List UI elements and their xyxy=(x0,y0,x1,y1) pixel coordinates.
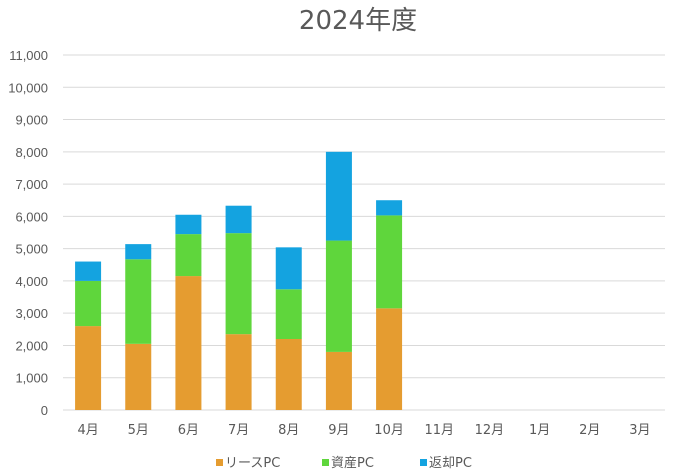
bar-segment xyxy=(75,261,102,281)
bar-segment xyxy=(125,259,152,344)
y-tick-label: 1,000 xyxy=(15,371,48,386)
x-tick-label: 5月 xyxy=(128,423,149,438)
chart-title: 2024年度 xyxy=(299,6,417,36)
x-tick-label: 9月 xyxy=(328,423,349,438)
x-tick-label: 6月 xyxy=(178,423,199,438)
legend-swatch xyxy=(216,459,223,466)
y-tick-label: 6,000 xyxy=(15,209,48,224)
y-tick-label: 8,000 xyxy=(15,145,48,160)
bar-segment xyxy=(125,244,152,260)
bar-segment xyxy=(325,151,352,241)
bar-segment xyxy=(275,289,302,339)
legend-swatch xyxy=(322,459,329,466)
bar-segment xyxy=(125,343,152,410)
y-axis-ticks: 0 1,000 2,000 3,000 4,000 5,000 6,000 7,000 8,00… xyxy=(8,48,48,418)
bar-segment xyxy=(275,247,302,290)
legend-swatch xyxy=(420,459,427,466)
y-tick-label: 0 xyxy=(41,403,48,418)
legend-label: リースPC xyxy=(225,456,280,471)
x-tick-label: 8月 xyxy=(278,423,299,438)
y-tick-label: 5,000 xyxy=(15,242,48,257)
legend-label: 返却PC xyxy=(429,456,472,471)
bar-segment xyxy=(275,339,302,410)
bar-segment xyxy=(175,214,202,235)
x-tick-label: 7月 xyxy=(228,423,249,438)
bar-segment xyxy=(376,308,403,410)
y-tick-label: 3,000 xyxy=(15,306,48,321)
x-tick-label: 10月 xyxy=(374,423,404,438)
y-tick-label: 7,000 xyxy=(15,177,48,192)
bar-segment xyxy=(325,240,352,352)
x-tick-label: 1月 xyxy=(529,423,550,438)
gridlines xyxy=(63,54,665,411)
x-tick-label: 4月 xyxy=(77,423,98,438)
bar-segment xyxy=(175,234,202,277)
bar-segment xyxy=(225,334,252,410)
legend-label: 資産PC xyxy=(331,455,374,471)
x-tick-label: 12月 xyxy=(475,423,505,438)
y-tick-label: 4,000 xyxy=(15,274,48,289)
bar-segment xyxy=(75,280,102,327)
y-tick-label: 10,000 xyxy=(8,80,48,95)
bars xyxy=(75,151,403,410)
x-tick-label: 11月 xyxy=(424,423,454,438)
bar-segment xyxy=(75,326,102,410)
y-tick-label: 11,000 xyxy=(9,48,48,63)
bar-segment xyxy=(376,215,403,309)
bar-segment xyxy=(175,276,202,410)
legend: リースPC 資産PC 返却PC xyxy=(216,455,472,471)
y-tick-label: 9,000 xyxy=(15,113,48,128)
bar-segment xyxy=(376,200,403,216)
bar-segment xyxy=(225,205,252,234)
x-tick-label: 2月 xyxy=(579,423,600,438)
y-tick-label: 2,000 xyxy=(15,338,48,353)
bar-segment xyxy=(225,233,252,335)
x-axis-ticks: 4月 5月 6月 7月 8月 9月 10月 11月 12月 1月 2月 3月 xyxy=(77,423,650,438)
x-tick-label: 3月 xyxy=(629,423,650,438)
bar-segment xyxy=(325,351,352,410)
